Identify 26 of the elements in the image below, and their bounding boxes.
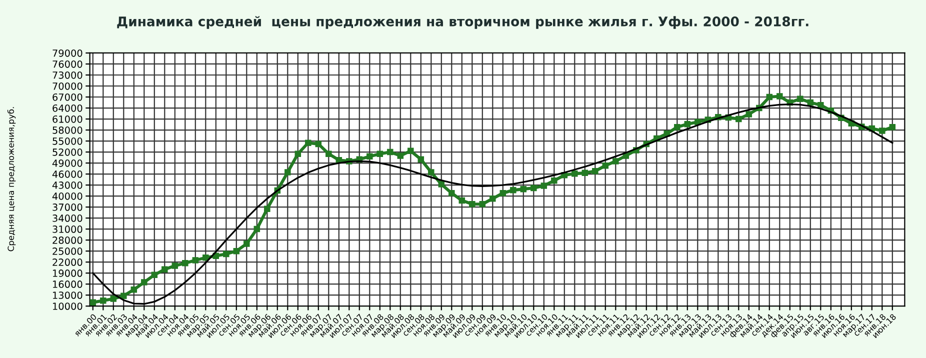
y-tick-label: 46000 bbox=[52, 170, 82, 178]
y-tick-label: 13000 bbox=[53, 292, 82, 299]
y-tick-label: 67000 bbox=[52, 93, 82, 101]
y-tick-label: 43000 bbox=[52, 182, 82, 189]
y-tick-label: 28000 bbox=[52, 236, 82, 244]
y-tick-label: 52000 bbox=[52, 148, 82, 156]
y-tick-label: 79000 bbox=[52, 49, 82, 57]
y-tick-label: 70000 bbox=[52, 82, 82, 90]
y-tick-label: 10000 bbox=[53, 302, 82, 310]
y-tick-label: 76000 bbox=[52, 60, 82, 68]
y-tick-label: 19000 bbox=[53, 270, 82, 277]
y-tick-label: 16000 bbox=[53, 280, 82, 288]
y-tick-label: 34000 bbox=[52, 214, 82, 222]
y-tick-label: 31000 bbox=[52, 226, 82, 233]
y-tick-label: 55000 bbox=[52, 138, 82, 145]
y-tick-label: 49000 bbox=[52, 160, 82, 167]
y-tick-label: 58000 bbox=[52, 126, 82, 134]
y-axis-title: Средняя цена предложения,руб. bbox=[7, 107, 16, 252]
y-tick-label: 64000 bbox=[52, 104, 82, 112]
y-tick-label: 22000 bbox=[52, 258, 82, 266]
chart-title: Динамика средней цены предложения на вторичном рынке жилья г. Уфы. 2000 - 2018гг. bbox=[117, 16, 808, 29]
y-tick-label: 61000 bbox=[52, 115, 82, 123]
y-tick-label: 40000 bbox=[52, 192, 82, 200]
y-tick-label: 37000 bbox=[52, 204, 82, 211]
y-tick-label: 73000 bbox=[52, 71, 82, 79]
y-tick-label: 25000 bbox=[52, 248, 82, 255]
